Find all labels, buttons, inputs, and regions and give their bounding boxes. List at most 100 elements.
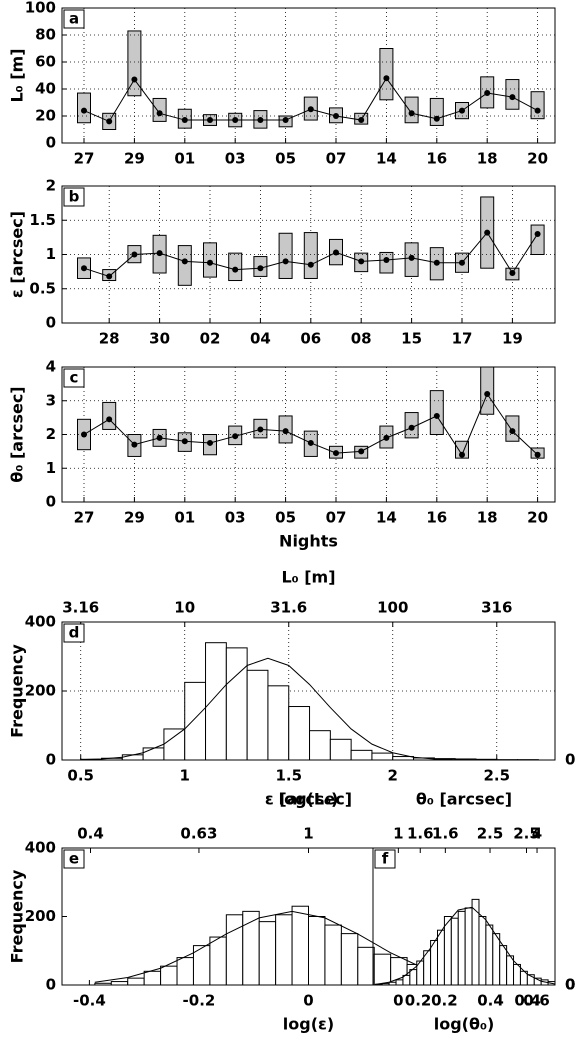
histogram-bar [246,669,269,761]
median-dot [207,259,213,266]
histogram-bar [291,905,310,986]
median-dot [156,250,163,257]
range-box [177,245,192,286]
y-tick-label: 80 [35,26,56,44]
median-dot [534,451,541,458]
y2-tick-label: 0 [565,751,575,769]
y-axis-label: ε [arcsec] [8,211,27,298]
histogram-bar [121,754,144,761]
x-tick-label: 14 [376,150,397,168]
histogram-bar [225,647,248,761]
range-box [455,440,469,459]
median-dot [433,412,440,419]
x-tick-label: 27 [74,509,95,527]
x2-axis-label: L₀ [m] [281,568,335,587]
x-axis-label: log(θ₀) [434,1015,495,1034]
panel-label: f [382,850,389,868]
median-dot [181,258,188,265]
median-dot [106,273,113,280]
x-tick-label: 03 [225,150,246,168]
range-box [278,232,293,279]
y-tick-label: 0 [46,314,56,332]
plot-frame [61,366,556,503]
median-dot [333,113,339,119]
median-dot [484,229,491,236]
x-tick-label: 28 [99,330,120,348]
median-dot [459,259,465,266]
x-axis-label: Nights [279,532,338,551]
x-tick-label: 0.2 [405,992,432,1010]
range-box [127,30,142,97]
range-box [379,48,394,101]
plot-frame [372,847,556,986]
panel-label: b [69,188,80,206]
panel-label: c [70,369,79,387]
y-tick-label: 4 [46,358,56,376]
median-dot [358,258,365,265]
y-tick-label: 200 [25,682,56,700]
x2-tick-label: 10 [174,599,195,617]
range-box [429,390,444,435]
x2-tick-label: 100 [377,599,408,617]
panel-label: a [69,10,79,28]
range-box [102,401,117,430]
histogram-bar [357,946,375,986]
x-tick-label: -0.2 [183,992,216,1010]
panel-label-box [374,849,396,869]
x-tick-label: 2 [388,767,398,785]
x-tick-label: 1 [180,767,190,785]
y2-tick-label: 0 [565,976,575,994]
median-dot [131,76,138,83]
histogram-bar [258,921,277,986]
histogram-bar [371,752,394,761]
histogram-bar [443,916,452,986]
x-tick-label: 16 [426,150,447,168]
median-dot [433,115,440,122]
median-dot [383,434,390,441]
median-dot [257,426,264,433]
histogram-bar [464,907,473,986]
median-dot [232,117,239,124]
x2-tick-label: 1.6 [432,825,459,843]
x-axis-label: log(L₀) [279,790,339,809]
y-tick-label: 0 [46,976,56,994]
x-tick-label: 20 [527,150,548,168]
x-tick-label: 18 [477,150,498,168]
median-dot [207,117,213,124]
median-dot [307,439,314,446]
median-dot [358,448,365,455]
histogram-bar [309,730,331,761]
plot-frame [61,621,556,761]
y-tick-label: 400 [25,839,56,857]
x-tick-label: 27 [74,150,95,168]
median-dot [408,254,415,261]
x2-tick-label: 0.63 [180,825,217,843]
x-tick-label: 0.4 [514,992,541,1010]
histogram-bar [209,936,227,986]
median-dot [257,117,264,124]
x-axis-label: log(ε) [283,1015,334,1034]
y-tick-label: 0 [46,493,56,511]
histogram-bar [506,955,515,986]
panel-label: d [69,624,80,642]
y2-tick-label: 0 [565,976,575,994]
histogram-bar [457,910,466,986]
x-tick-label: 2.5 [483,767,510,785]
median-dot [232,433,239,440]
median-dot [106,416,113,423]
panel-label-box [63,849,85,869]
median-dot [383,75,390,82]
y-axis-label: θ₀ [arcsec] [8,386,27,482]
median-dot [534,230,541,237]
y-tick-label: 1.5 [29,211,56,229]
histogram-bar [478,916,487,986]
y-tick-label: 1 [46,459,56,477]
x-tick-label: 19 [502,330,523,348]
histogram-bar [492,933,501,986]
median-dot [207,439,213,446]
median-dot [307,106,314,113]
histogram-bar [184,681,207,761]
y-tick-label: 2 [46,177,56,195]
x-tick-label: 06 [300,330,321,348]
